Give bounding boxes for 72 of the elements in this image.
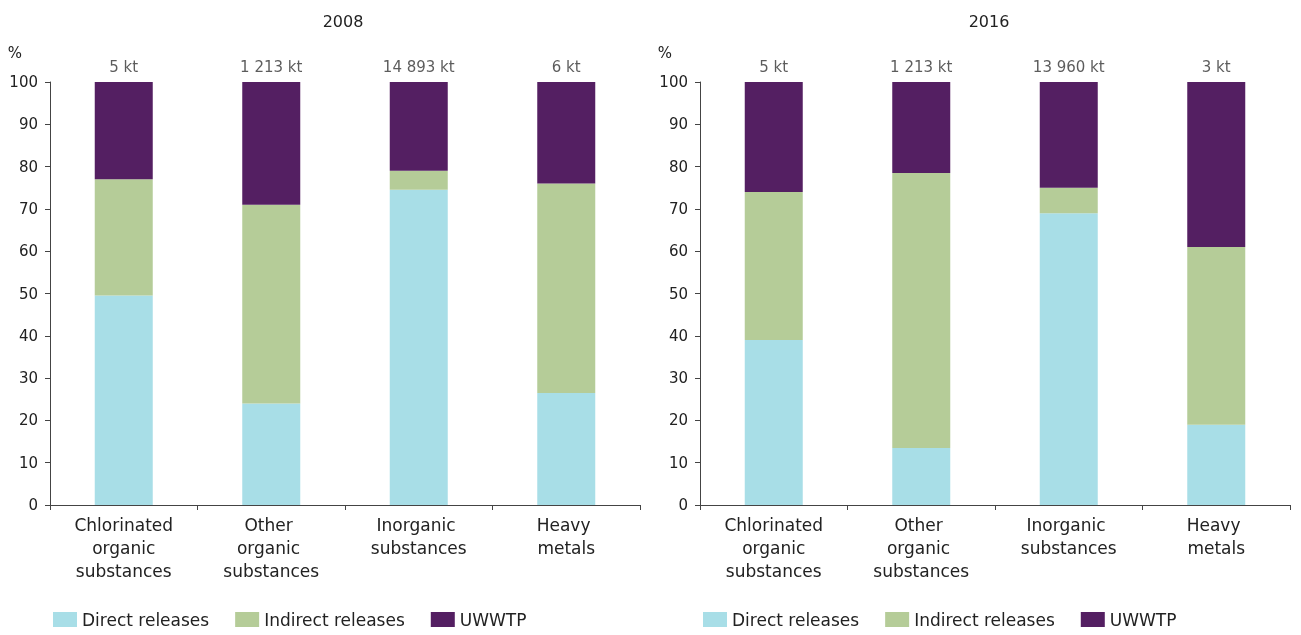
bar (744, 340, 803, 505)
bar (242, 204, 301, 404)
bar (537, 392, 596, 505)
bar (1039, 82, 1098, 188)
y-axis-title: % (657, 43, 672, 62)
y-tick-label: 10 (18, 453, 38, 472)
chart-title: 2016 (968, 11, 1010, 31)
bar (1187, 82, 1246, 247)
annotation: 6 kt (551, 57, 581, 76)
annotation: 13 960 kt (1032, 57, 1105, 76)
y-tick-label: 0 (28, 496, 38, 514)
y-tick-label: 30 (18, 369, 38, 388)
y-tick-label: 60 (18, 242, 38, 261)
bar (94, 295, 153, 505)
y-axis-title: % (7, 43, 22, 62)
bar (892, 172, 951, 448)
x-tick-label: Other organic substances (223, 514, 320, 581)
x-tick-label: Chlorinated organic substances (74, 514, 174, 581)
bar (744, 191, 803, 341)
bar (537, 183, 596, 393)
y-tick-label: 40 (668, 326, 688, 345)
y-tick-label: 20 (668, 411, 688, 430)
bar (744, 82, 803, 192)
annotation: 5 kt (759, 57, 789, 76)
bar (1187, 424, 1246, 505)
bar (389, 189, 448, 505)
y-tick-label: 70 (18, 199, 38, 218)
bar (892, 82, 951, 173)
legend-label: Direct releases (732, 609, 860, 630)
x-tick-label: Chlorinated organic substances (724, 514, 824, 581)
bar (242, 82, 301, 205)
legend-label: UWWTP (459, 609, 527, 630)
bar (94, 179, 153, 296)
annotation: 5 kt (109, 57, 139, 76)
y-tick-label: 40 (18, 326, 38, 345)
legend-label: Direct releases (82, 609, 210, 630)
bar (389, 170, 448, 190)
chart-title: 2008 (322, 11, 364, 31)
y-tick-label: 100 (659, 73, 688, 91)
x-tick-label: Heavy metals (536, 514, 596, 558)
y-tick-label: 80 (668, 157, 688, 176)
y-tick-label: 90 (18, 115, 38, 134)
legend-label: Indirect releases (264, 609, 405, 630)
bar (1039, 213, 1098, 505)
legend-label: UWWTP (1109, 609, 1177, 630)
bar (242, 403, 301, 505)
y-tick-label: 90 (668, 115, 688, 134)
y-tick-label: 50 (668, 284, 688, 303)
bar (892, 447, 951, 505)
y-tick-label: 30 (668, 369, 688, 388)
annotation: 1 213 kt (890, 57, 953, 76)
y-tick-label: 70 (668, 199, 688, 218)
legend-label: Indirect releases (914, 609, 1055, 630)
bar (1187, 246, 1246, 425)
y-tick-label: 10 (668, 453, 688, 472)
bar (1039, 187, 1098, 214)
bar (94, 82, 153, 180)
x-tick-label: Inorganic substances (1020, 514, 1117, 558)
y-tick-label: 50 (18, 284, 38, 303)
x-tick-label: Heavy metals (1186, 514, 1246, 558)
y-tick-label: 20 (18, 411, 38, 430)
x-tick-label: Other organic substances (873, 514, 970, 581)
y-tick-label: 0 (678, 496, 688, 514)
y-tick-label: 80 (18, 157, 38, 176)
bar (389, 82, 448, 171)
annotation: 14 893 kt (382, 57, 455, 76)
y-tick-label: 100 (9, 73, 38, 91)
bar (537, 82, 596, 184)
annotation: 3 kt (1201, 57, 1231, 76)
x-tick-label: Inorganic substances (370, 514, 467, 558)
y-tick-label: 60 (668, 242, 688, 261)
annotation: 1 213 kt (240, 57, 303, 76)
